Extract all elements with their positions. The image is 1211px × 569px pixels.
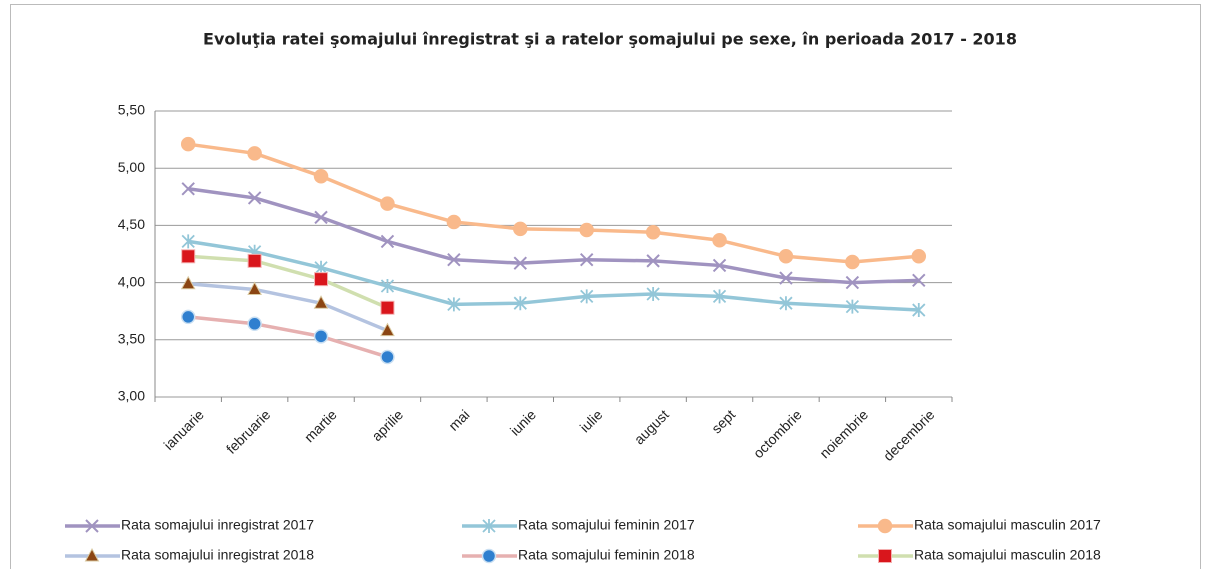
legend-marker (85, 519, 99, 533)
legend-label: Rata somajului inregistrat 2018 (121, 547, 314, 563)
series-line (188, 282, 389, 333)
marker (579, 222, 594, 238)
marker (646, 287, 660, 302)
chart-title: Evoluţia ratei şomajului înregistrat şi … (203, 30, 1017, 49)
legend-marker (84, 547, 100, 562)
y-tick-label: 4,50 (118, 216, 145, 232)
marker (380, 196, 395, 211)
legend-marker (877, 518, 893, 534)
marker (912, 273, 926, 288)
marker (247, 191, 262, 205)
legend-label: Rata somajului inregistrat 2017 (121, 517, 314, 533)
marker (247, 316, 262, 332)
marker (646, 254, 660, 268)
legend-entry: Rata somajului feminin 2017 (462, 517, 695, 533)
marker (513, 256, 527, 270)
x-tick-label: octombrie (750, 406, 805, 461)
y-tick-label: 5,00 (118, 159, 145, 175)
x-tick-label: noiembrie (816, 406, 871, 461)
legend-label: Rata somajului feminin 2018 (518, 547, 695, 563)
marker (314, 272, 329, 287)
marker (180, 275, 196, 290)
marker (380, 349, 395, 365)
marker (247, 146, 262, 161)
marker (181, 249, 196, 264)
marker (447, 253, 461, 267)
series-line (188, 315, 388, 359)
legend-entry: Rata somajului masculin 2017 (858, 517, 1101, 534)
chart-frame (10, 4, 1201, 569)
marker (513, 296, 527, 311)
legend-entry: Rata somajului masculin 2018 (858, 547, 1101, 563)
x-tick-label: august (631, 406, 672, 447)
marker (313, 329, 329, 344)
marker (380, 322, 395, 337)
legend-marker (482, 519, 496, 533)
x-tick-label: aprilie (368, 406, 406, 444)
marker (779, 271, 793, 285)
marker (911, 249, 927, 264)
series-line (188, 254, 389, 310)
marker (380, 300, 395, 315)
marker (513, 221, 528, 237)
marker (645, 225, 661, 240)
x-tick-label: iulie (577, 406, 606, 435)
marker (712, 258, 727, 273)
marker (180, 309, 196, 325)
x-tick-label: februarie (223, 406, 274, 457)
marker (778, 249, 794, 264)
marker (247, 281, 262, 295)
x-tick-label: iunie (507, 406, 539, 438)
legend-label: Rata somajului masculin 2017 (914, 517, 1101, 533)
series-line (187, 187, 919, 285)
y-tick-label: 5,50 (118, 102, 145, 118)
marker (181, 182, 195, 196)
marker (712, 233, 727, 248)
marker (845, 299, 860, 314)
marker (247, 253, 262, 268)
marker (447, 297, 461, 312)
legend-entry: Rata somajului feminin 2018 (462, 547, 695, 564)
y-tick-label: 3,50 (118, 331, 145, 347)
series-line (187, 239, 919, 312)
marker (314, 210, 328, 225)
x-tick-label: sept (708, 406, 738, 436)
marker (779, 296, 793, 311)
x-tick-label: decembrie (880, 406, 938, 464)
marker (580, 253, 594, 267)
legend-label: Rata somajului feminin 2017 (518, 517, 695, 533)
legend-entry: Rata somajului inregistrat 2017 (65, 517, 314, 533)
marker (446, 214, 462, 230)
y-tick-label: 4,00 (118, 273, 145, 289)
marker (580, 289, 594, 304)
y-tick-label: 3,00 (118, 388, 145, 404)
marker (380, 234, 395, 249)
series-line (187, 142, 919, 264)
x-tick-label: mai (445, 406, 472, 433)
marker (313, 295, 329, 309)
legend-marker (481, 548, 497, 564)
marker (845, 275, 860, 290)
legend-marker (878, 549, 892, 563)
marker (313, 168, 329, 184)
marker (180, 136, 196, 152)
marker (380, 279, 395, 294)
legend-label: Rata somajului masculin 2018 (914, 547, 1101, 563)
legend-entry: Rata somajului inregistrat 2018 (65, 547, 314, 563)
marker (912, 303, 926, 318)
marker (712, 289, 727, 304)
x-tick-label: ianuarie (160, 406, 207, 453)
marker (845, 254, 860, 270)
x-tick-label: martie (301, 406, 340, 445)
marker (181, 234, 195, 249)
